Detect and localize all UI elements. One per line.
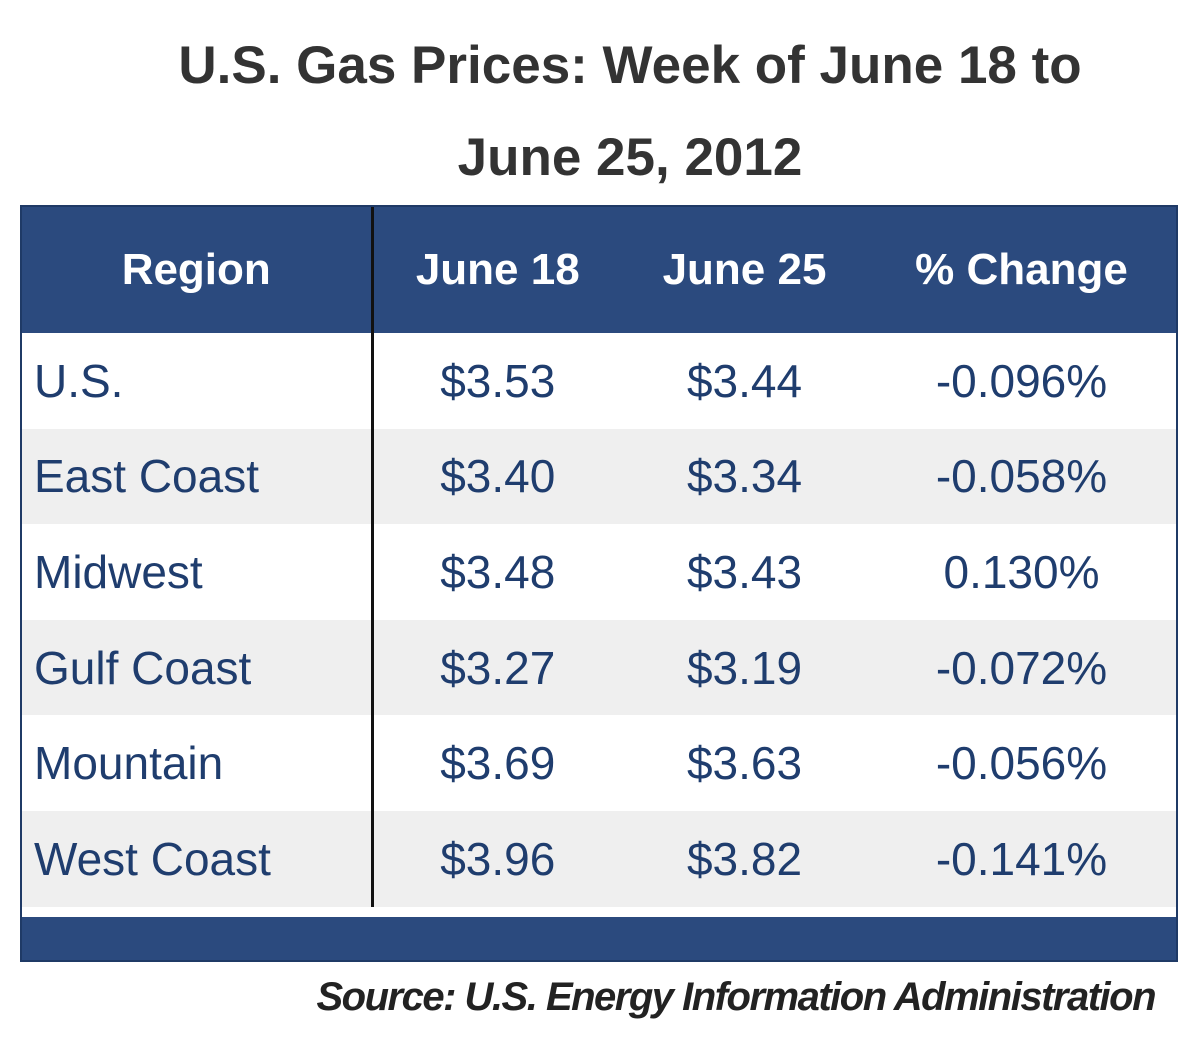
- header-cell: % Change: [867, 207, 1176, 333]
- table-cell: -0.058%: [867, 428, 1176, 525]
- table-cell: West Coast: [22, 810, 374, 907]
- table-row: Mountain $3.69 $3.63 -0.056%: [22, 715, 1176, 811]
- table-cell: Gulf Coast: [22, 619, 374, 716]
- table-cell: $3.40: [372, 428, 622, 525]
- table-row: West Coast $3.96 $3.82 -0.141%: [22, 810, 1176, 907]
- table-cell: $3.34: [622, 428, 867, 525]
- table-cell: -0.056%: [935, 737, 1108, 790]
- table-cell: U.S.: [22, 333, 374, 429]
- source: Source: U.S. Energy Information Administ…: [316, 975, 1157, 1019]
- table-cell: $3.53: [440, 354, 556, 407]
- table-row: Midwest $3.48 $3.43 0.130%: [22, 524, 1176, 620]
- table-cell: Mountain: [22, 715, 374, 811]
- header-cell: Region: [22, 207, 374, 333]
- table-cell: $3.69: [440, 737, 556, 790]
- table-cell: -0.141%: [867, 810, 1176, 907]
- table-cell: $3.48: [440, 545, 556, 598]
- table-cell: $3.27: [372, 619, 622, 716]
- table-cell: $3.43: [686, 545, 803, 598]
- table-row: Gulf Coast $3.27 $3.19 -0.072%: [22, 619, 1176, 716]
- table-cell: -0.096%: [935, 354, 1108, 407]
- table-cell: East Coast: [22, 428, 374, 525]
- table-cell: 0.130%: [943, 545, 1100, 598]
- footer-band: [22, 917, 1176, 960]
- header-row: Region June 18 June 25% Change: [22, 207, 1176, 333]
- table-cell: Midwest: [22, 524, 374, 620]
- header-cell: June 25: [622, 207, 867, 333]
- table-row: U.S. $3.53 $3.44 -0.096%: [22, 333, 1176, 429]
- table: Region June 18 June 25% Change U.S. $3.53 $3…: [22, 207, 1176, 907]
- table-box: Region June 18 June 25% Change U.S. $3.53 $3…: [20, 205, 1178, 962]
- title: U.S. Gas Prices: Week of June 18 to June…: [178, 36, 1082, 187]
- table-row: East Coast $3.40 $3.34 -0.058%: [22, 428, 1176, 525]
- header-cell: June 18: [372, 207, 622, 333]
- table-cell: $3.19: [622, 619, 867, 716]
- table-cell: $3.82: [622, 810, 867, 907]
- table-cell: $3.44: [686, 354, 803, 407]
- table-cell: $3.63: [686, 737, 803, 790]
- table-cell: $3.96: [372, 810, 622, 907]
- table-cell: -0.072%: [867, 619, 1176, 716]
